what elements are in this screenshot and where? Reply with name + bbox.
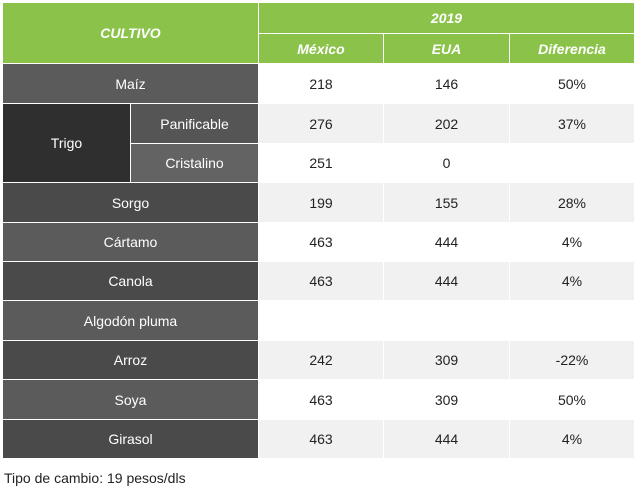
row-label-group: Trigo (2, 103, 131, 183)
cell-diferencia: 4% (509, 261, 635, 301)
cell-mexico: 242 (258, 340, 384, 380)
cell-diferencia: 28% (509, 182, 635, 223)
header-col-diferencia: Diferencia (509, 33, 635, 64)
cell-mexico: 218 (258, 63, 384, 104)
table-row: Sorgo 199 155 28% (2, 182, 635, 223)
cell-eua: 444 (383, 419, 510, 459)
header-year: 2019 (258, 2, 635, 34)
cell-mexico: 463 (258, 222, 384, 262)
cell-diferencia: 4% (509, 222, 635, 262)
cell-diferencia: -22% (509, 340, 635, 380)
cell-mexico: 463 (258, 261, 384, 301)
row-label: Sorgo (2, 182, 259, 223)
header-crop: CULTIVO (2, 2, 259, 64)
header-col-eua: EUA (383, 33, 510, 64)
cell-eua: 202 (383, 103, 510, 144)
table-row: Soya 463 309 50% (2, 379, 635, 420)
cell-diferencia: 50% (509, 63, 635, 104)
cell-diferencia (509, 143, 635, 183)
crop-price-table: CULTIVO 2019 México EUA Diferencia Maíz … (2, 2, 635, 459)
table-row: Trigo Panificable 276 202 37% (2, 103, 635, 183)
cell-mexico (258, 300, 384, 341)
cell-mexico: 463 (258, 419, 384, 459)
row-sublabel: Cristalino (130, 143, 259, 183)
cell-diferencia: 37% (509, 103, 635, 144)
exchange-rate-footnote: Tipo de cambio: 19 pesos/dls (4, 470, 186, 486)
row-label: Arroz (2, 340, 259, 380)
cell-eua: 155 (383, 182, 510, 223)
cell-mexico: 463 (258, 379, 384, 420)
cell-eua (383, 300, 510, 341)
row-label: Maíz (2, 63, 259, 104)
cell-diferencia: 50% (509, 379, 635, 420)
cell-eua: 309 (383, 340, 510, 380)
table-row: Canola 463 444 4% (2, 261, 635, 301)
table-row: Cártamo 463 444 4% (2, 222, 635, 262)
cell-mexico: 251 (258, 143, 384, 183)
cell-diferencia (509, 300, 635, 341)
row-sublabel: Panificable (130, 103, 259, 144)
table-row: Algodón pluma (2, 300, 635, 341)
row-label: Soya (2, 379, 259, 420)
row-label: Algodón pluma (2, 300, 259, 341)
cell-eua: 0 (383, 143, 510, 183)
table-row: Maíz 218 146 50% (2, 63, 635, 104)
cell-eua: 444 (383, 222, 510, 262)
cell-eua: 146 (383, 63, 510, 104)
cell-eua: 309 (383, 379, 510, 420)
header-col-mexico: México (258, 33, 384, 64)
cell-eua: 444 (383, 261, 510, 301)
cell-diferencia: 4% (509, 419, 635, 459)
row-label: Canola (2, 261, 259, 301)
table-row: Arroz 242 309 -22% (2, 340, 635, 380)
cell-mexico: 199 (258, 182, 384, 223)
cell-mexico: 276 (258, 103, 384, 144)
table-row: Girasol 463 444 4% (2, 419, 635, 459)
table-row: Cristalino 251 0 (3, 143, 635, 183)
row-label: Girasol (2, 419, 259, 459)
row-label: Cártamo (2, 222, 259, 262)
